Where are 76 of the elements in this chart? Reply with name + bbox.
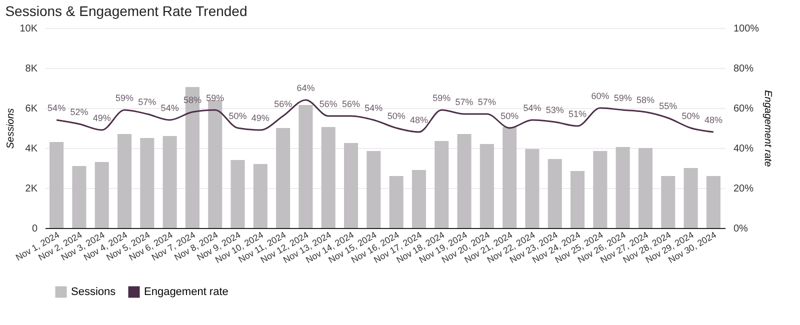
bar bbox=[480, 144, 494, 228]
bar bbox=[366, 151, 381, 228]
y2-tick-label: 80% bbox=[734, 64, 754, 74]
data-label: 59% bbox=[206, 93, 224, 103]
data-label: 57% bbox=[455, 97, 474, 107]
bar bbox=[661, 176, 676, 228]
bar bbox=[457, 134, 472, 228]
data-label: 53% bbox=[546, 105, 564, 115]
bar bbox=[344, 143, 358, 228]
data-label: 55% bbox=[659, 101, 678, 111]
data-label: 56% bbox=[274, 99, 292, 109]
bar bbox=[434, 141, 449, 228]
bar bbox=[117, 134, 132, 228]
data-label: 54% bbox=[48, 103, 66, 113]
y-tick-label: 8K bbox=[25, 64, 38, 74]
y-axis-title: Sessions bbox=[6, 108, 17, 149]
bar bbox=[162, 136, 177, 228]
y-tick-label: 2K bbox=[25, 184, 38, 194]
data-label: 56% bbox=[342, 99, 360, 109]
y-tick-label: 6K bbox=[25, 104, 38, 114]
y-tick-label: 0 bbox=[32, 224, 38, 234]
data-label: 50% bbox=[682, 111, 700, 121]
legend-label: Sessions bbox=[71, 286, 116, 298]
data-label: 64% bbox=[296, 83, 315, 93]
bar bbox=[412, 170, 426, 228]
bar bbox=[706, 176, 720, 228]
bar bbox=[298, 105, 313, 228]
data-label: 49% bbox=[92, 113, 111, 123]
y-tick-label: 4K bbox=[25, 144, 38, 154]
bar bbox=[185, 87, 200, 228]
bar bbox=[253, 164, 268, 228]
bar bbox=[276, 128, 290, 228]
data-label: 60% bbox=[591, 91, 610, 101]
y2-tick-label: 0% bbox=[734, 224, 748, 234]
data-label: 50% bbox=[228, 111, 247, 121]
y-tick-label: 10K bbox=[20, 24, 38, 34]
data-label: 52% bbox=[70, 107, 88, 117]
data-label: 59% bbox=[116, 93, 134, 103]
data-label: 54% bbox=[160, 103, 179, 113]
data-label: 50% bbox=[387, 111, 406, 121]
data-label: 56% bbox=[319, 99, 338, 109]
legend-label: Engagement rate bbox=[144, 286, 228, 298]
data-label: 51% bbox=[568, 109, 587, 119]
bar bbox=[570, 171, 585, 228]
bar bbox=[94, 162, 109, 228]
data-label: 54% bbox=[523, 103, 542, 113]
bar bbox=[208, 100, 222, 228]
bar bbox=[684, 168, 698, 228]
y2-tick-label: 100% bbox=[734, 24, 760, 34]
data-label: 50% bbox=[500, 111, 519, 121]
bar bbox=[502, 127, 517, 228]
chart-title: Sessions & Engagement Rate Trended bbox=[5, 3, 248, 19]
data-label: 48% bbox=[410, 115, 428, 125]
bar bbox=[593, 151, 608, 228]
data-label: 59% bbox=[614, 93, 632, 103]
data-label: 58% bbox=[636, 95, 654, 105]
data-label: 57% bbox=[478, 97, 496, 107]
bar bbox=[389, 176, 404, 228]
bar bbox=[548, 159, 562, 228]
data-label: 49% bbox=[251, 113, 270, 123]
data-label: 48% bbox=[704, 115, 722, 125]
bar bbox=[50, 142, 64, 228]
bar bbox=[638, 148, 653, 228]
y2-tick-label: 20% bbox=[734, 184, 754, 194]
data-label: 54% bbox=[364, 103, 383, 113]
y2-tick-label: 60% bbox=[734, 104, 754, 114]
y2-axis-title: Engagement rate bbox=[762, 90, 774, 168]
data-label: 57% bbox=[138, 97, 156, 107]
y2-tick-label: 40% bbox=[734, 144, 754, 154]
bar bbox=[525, 149, 540, 228]
bar bbox=[616, 147, 630, 228]
bar bbox=[321, 127, 336, 228]
bar bbox=[230, 160, 245, 228]
data-label: 59% bbox=[432, 93, 451, 103]
bar bbox=[72, 166, 86, 228]
bar bbox=[140, 138, 154, 228]
